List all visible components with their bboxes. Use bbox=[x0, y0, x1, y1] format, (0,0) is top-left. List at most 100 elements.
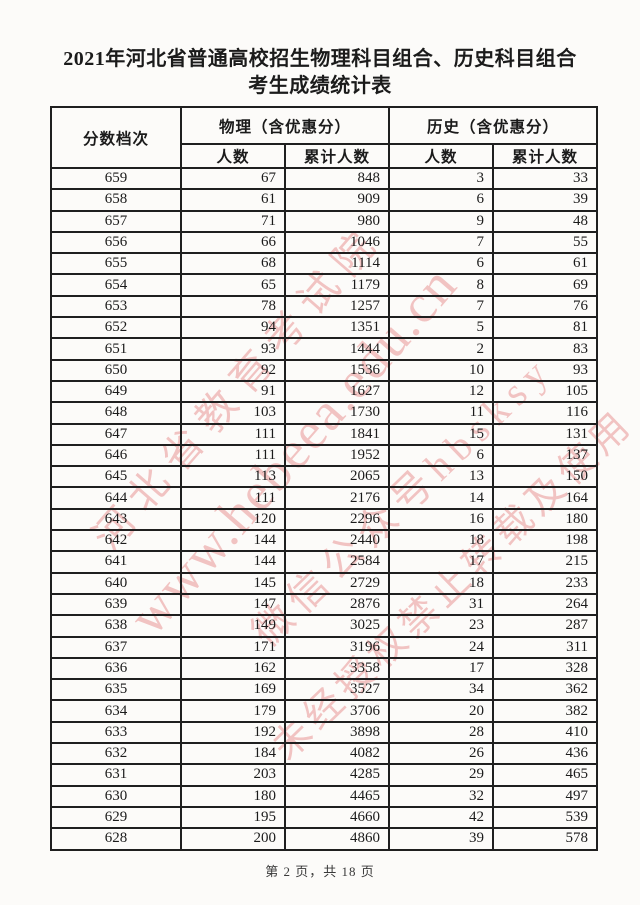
table-row: 651 93 1444 2 83 bbox=[50, 337, 599, 361]
cell-physics-cumulative: 1114 bbox=[283, 252, 391, 276]
cell-physics-cumulative: 1046 bbox=[283, 230, 391, 255]
cell-physics-count: 144 bbox=[180, 550, 286, 574]
cell-score: 659 bbox=[50, 166, 182, 191]
cell-physics-cumulative: 1536 bbox=[283, 358, 391, 382]
cell-history-count: 28 bbox=[388, 720, 495, 745]
table-row: 649 91 1627 12 105 bbox=[50, 379, 599, 404]
cell-physics-count: 66 bbox=[180, 230, 286, 255]
cell-history-count: 31 bbox=[388, 592, 495, 617]
cell-physics-cumulative: 4465 bbox=[283, 784, 391, 808]
cell-physics-cumulative: 1257 bbox=[283, 294, 391, 319]
table-row: 655 68 1114 6 61 bbox=[50, 252, 599, 276]
cell-history-count: 6 bbox=[388, 443, 495, 468]
cell-physics-count: 67 bbox=[180, 166, 286, 191]
cell-history-cumulative: 382 bbox=[492, 699, 599, 723]
cell-history-cumulative: 539 bbox=[492, 805, 599, 830]
cell-history-cumulative: 497 bbox=[492, 784, 599, 808]
cell-history-count: 5 bbox=[388, 316, 495, 340]
cell-history-cumulative: 215 bbox=[492, 550, 599, 574]
cell-physics-cumulative: 2876 bbox=[283, 592, 391, 617]
cell-physics-count: 171 bbox=[180, 635, 286, 659]
cell-physics-count: 94 bbox=[180, 316, 286, 340]
cell-score: 633 bbox=[50, 720, 182, 745]
table-row: 656 66 1046 7 55 bbox=[50, 230, 599, 255]
table-row: 653 78 1257 7 76 bbox=[50, 294, 599, 319]
table-row: 639 147 2876 31 264 bbox=[50, 592, 599, 617]
cell-history-cumulative: 105 bbox=[492, 379, 599, 404]
cell-history-cumulative: 328 bbox=[492, 656, 599, 681]
cell-history-count: 6 bbox=[388, 188, 495, 212]
cell-history-count: 10 bbox=[388, 358, 495, 382]
table-row: 632 184 4082 26 436 bbox=[50, 742, 599, 766]
page-title-line1: 2021年河北省普通高校招生物理科目组合、历史科目组合 bbox=[63, 48, 577, 70]
page-title: 2021年河北省普通高校招生物理科目组合、历史科目组合 考生成绩统计表 bbox=[0, 46, 640, 100]
cell-history-cumulative: 69 bbox=[492, 273, 599, 297]
cell-physics-cumulative: 1444 bbox=[283, 337, 391, 361]
table-row: 629 195 4660 42 539 bbox=[50, 805, 599, 830]
cell-history-count: 18 bbox=[388, 529, 495, 553]
cell-physics-count: 195 bbox=[180, 805, 286, 830]
cell-physics-count: 120 bbox=[180, 507, 286, 532]
cell-history-count: 18 bbox=[388, 571, 495, 595]
cell-history-count: 39 bbox=[388, 827, 495, 851]
cell-history-cumulative: 55 bbox=[492, 230, 599, 255]
header-row-groups: 分数档次 物理（含优惠分） 历史（含优惠分） bbox=[50, 106, 599, 169]
cell-physics-count: 71 bbox=[180, 209, 286, 233]
cell-score: 645 bbox=[50, 465, 182, 489]
table-row: 658 61 909 6 39 bbox=[50, 188, 599, 212]
table-row: 645 113 2065 13 150 bbox=[50, 465, 599, 489]
cell-history-cumulative: 410 bbox=[492, 720, 599, 745]
cell-score: 650 bbox=[50, 358, 182, 382]
cell-score: 658 bbox=[50, 188, 182, 212]
cell-physics-cumulative: 1952 bbox=[283, 443, 391, 468]
table-row: 643 120 2296 16 180 bbox=[50, 507, 599, 532]
table-row: 647 111 1841 15 131 bbox=[50, 422, 599, 446]
table-row: 631 203 4285 29 465 bbox=[50, 763, 599, 787]
cell-history-cumulative: 233 bbox=[492, 571, 599, 595]
page-title-line2: 考生成绩统计表 bbox=[248, 75, 392, 97]
cell-physics-cumulative: 1179 bbox=[283, 273, 391, 297]
cell-score: 630 bbox=[50, 784, 182, 808]
cell-physics-cumulative: 3196 bbox=[283, 635, 391, 659]
cell-score: 640 bbox=[50, 571, 182, 595]
cell-physics-count: 184 bbox=[180, 742, 286, 766]
cell-history-count: 16 bbox=[388, 507, 495, 532]
table-row: 635 169 3527 34 362 bbox=[50, 678, 599, 702]
table-row: 637 171 3196 24 311 bbox=[50, 635, 599, 659]
table-row: 630 180 4465 32 497 bbox=[50, 784, 599, 808]
cell-history-count: 32 bbox=[388, 784, 495, 808]
cell-physics-count: 111 bbox=[180, 486, 286, 510]
cell-physics-count: 180 bbox=[180, 784, 286, 808]
cell-score: 639 bbox=[50, 592, 182, 617]
cell-physics-count: 149 bbox=[180, 614, 286, 638]
cell-history-count: 24 bbox=[388, 635, 495, 659]
cell-history-count: 12 bbox=[388, 379, 495, 404]
cell-physics-cumulative: 1351 bbox=[283, 316, 391, 340]
cell-physics-count: 203 bbox=[180, 763, 286, 787]
cell-history-cumulative: 116 bbox=[492, 401, 599, 425]
cell-physics-count: 192 bbox=[180, 720, 286, 745]
cell-history-count: 7 bbox=[388, 294, 495, 319]
table-row: 650 92 1536 10 93 bbox=[50, 358, 599, 382]
cell-history-count: 29 bbox=[388, 763, 495, 787]
cell-score: 641 bbox=[50, 550, 182, 574]
cell-history-count: 6 bbox=[388, 252, 495, 276]
cell-score: 643 bbox=[50, 507, 182, 532]
table-row: 654 65 1179 8 69 bbox=[50, 273, 599, 297]
cell-score: 657 bbox=[50, 209, 182, 233]
cell-history-count: 26 bbox=[388, 742, 495, 766]
cell-history-cumulative: 287 bbox=[492, 614, 599, 638]
cell-history-cumulative: 81 bbox=[492, 316, 599, 340]
page-number: 第 2 页，共 18 页 bbox=[265, 864, 375, 879]
cell-physics-cumulative: 4660 bbox=[283, 805, 391, 830]
cell-physics-cumulative: 4082 bbox=[283, 742, 391, 766]
cell-physics-count: 147 bbox=[180, 592, 286, 617]
cell-score: 642 bbox=[50, 529, 182, 553]
score-statistics-table: 分数档次 物理（含优惠分） 历史（含优惠分） 人数 累计人数 人数 累计人数 6… bbox=[50, 106, 599, 851]
cell-score: 638 bbox=[50, 614, 182, 638]
table-row: 636 162 3358 17 328 bbox=[50, 656, 599, 681]
cell-physics-count: 68 bbox=[180, 252, 286, 276]
table-row: 640 145 2729 18 233 bbox=[50, 571, 599, 595]
table-row: 652 94 1351 5 81 bbox=[50, 316, 599, 340]
cell-physics-cumulative: 3025 bbox=[283, 614, 391, 638]
